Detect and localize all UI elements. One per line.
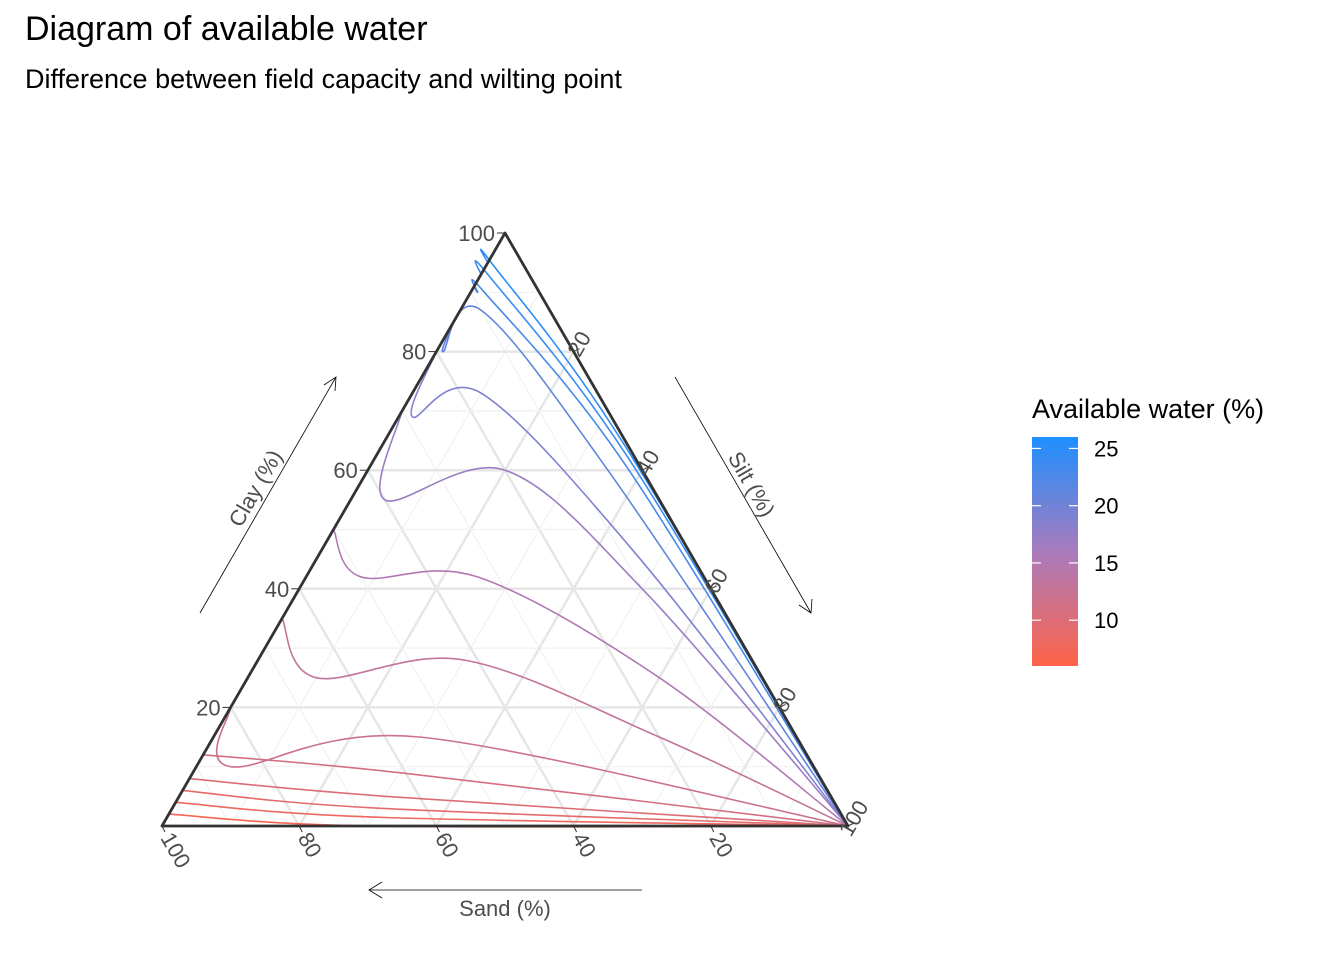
sand-tick — [161, 825, 166, 833]
contour-line — [332, 529, 849, 827]
silt-tick — [641, 466, 649, 471]
grid-line-silt — [367, 410, 609, 827]
contour-line — [203, 754, 849, 827]
silt-tick-label: 100 — [833, 796, 873, 840]
grid-line-sand — [401, 410, 643, 827]
contour-line — [189, 777, 849, 827]
contour-line — [379, 410, 849, 827]
contour-line — [441, 305, 849, 827]
legend-ticks: 25 20 15 10 — [1032, 436, 1118, 633]
sand-tick — [710, 825, 715, 833]
silt-tick — [779, 703, 786, 708]
chart-title: Diagram of available water — [25, 10, 428, 48]
legend-title: Available water (%) — [1032, 394, 1264, 424]
contour-line — [175, 801, 849, 827]
silt-tick — [710, 585, 718, 590]
grid-line-sand — [195, 766, 232, 827]
clay-tick-label: 60 — [333, 458, 357, 483]
clay-tick-label: 40 — [265, 577, 289, 602]
sand-tick-label: 40 — [567, 828, 601, 862]
legend-colorbar — [1032, 437, 1078, 666]
grid-line-sand — [332, 529, 506, 827]
sand-tick-label: 100 — [156, 828, 196, 872]
silt-arrow — [674, 376, 812, 614]
sand-tick — [573, 825, 578, 833]
grid-line-silt — [709, 706, 781, 827]
sand-arrow-head — [368, 881, 383, 899]
sand-tick-label: 60 — [430, 828, 464, 862]
clay-arrow-head — [323, 376, 337, 392]
triangle-outline — [160, 231, 850, 828]
grid-line-sand — [298, 588, 438, 827]
sand-tick — [435, 825, 440, 833]
clay-axis-title: Clay (%) — [224, 445, 288, 531]
sand-tick-label: 20 — [704, 828, 738, 862]
legend-tick-label: 20 — [1094, 494, 1118, 519]
contour-line — [215, 707, 849, 827]
silt-tick-label: 40 — [631, 446, 665, 480]
silt-tick-label: 80 — [768, 683, 802, 717]
grid-line-sand — [264, 647, 369, 827]
legend-tick-label: 15 — [1094, 551, 1118, 576]
silt-tick — [573, 348, 580, 353]
legend-tick-label: 10 — [1094, 608, 1118, 633]
contour-line — [182, 789, 849, 827]
grid-line-silt — [778, 766, 815, 827]
clay-tick-label: 20 — [196, 695, 220, 720]
legend-tick-label: 25 — [1094, 436, 1118, 461]
sand-axis-title: Sand (%) — [459, 896, 551, 921]
triangle-frame — [160, 231, 850, 828]
clay-tick-label: 100 — [458, 221, 495, 246]
contour-line — [281, 618, 849, 827]
grid-line-sand — [470, 291, 780, 827]
tick-labels: 20 40 60 80 100 20 40 60 80 100 100 80 60 40 20 — [156, 221, 874, 872]
clay-tick-label: 80 — [402, 340, 426, 365]
grid-line-silt — [641, 647, 746, 827]
grid — [195, 291, 815, 827]
clay-arrow — [199, 376, 337, 614]
contour-line — [471, 278, 849, 827]
silt-arrow-head — [798, 598, 813, 614]
silt-tick-label: 20 — [562, 327, 596, 361]
silt-tick-label: 60 — [699, 564, 733, 598]
grid-line-silt — [504, 529, 678, 827]
grid-line-silt — [230, 291, 540, 827]
grid-line-silt — [572, 588, 712, 827]
contour-lines — [168, 248, 849, 828]
contour-line — [410, 351, 849, 827]
sand-tick — [298, 825, 303, 833]
grid-line-sand — [229, 706, 301, 827]
silt-tick — [847, 822, 855, 827]
sand-tick-label: 80 — [293, 828, 327, 862]
chart-subtitle: Difference between field capacity and wi… — [25, 64, 622, 94]
legend: Available water (%) 25 20 15 10 — [1032, 394, 1264, 666]
